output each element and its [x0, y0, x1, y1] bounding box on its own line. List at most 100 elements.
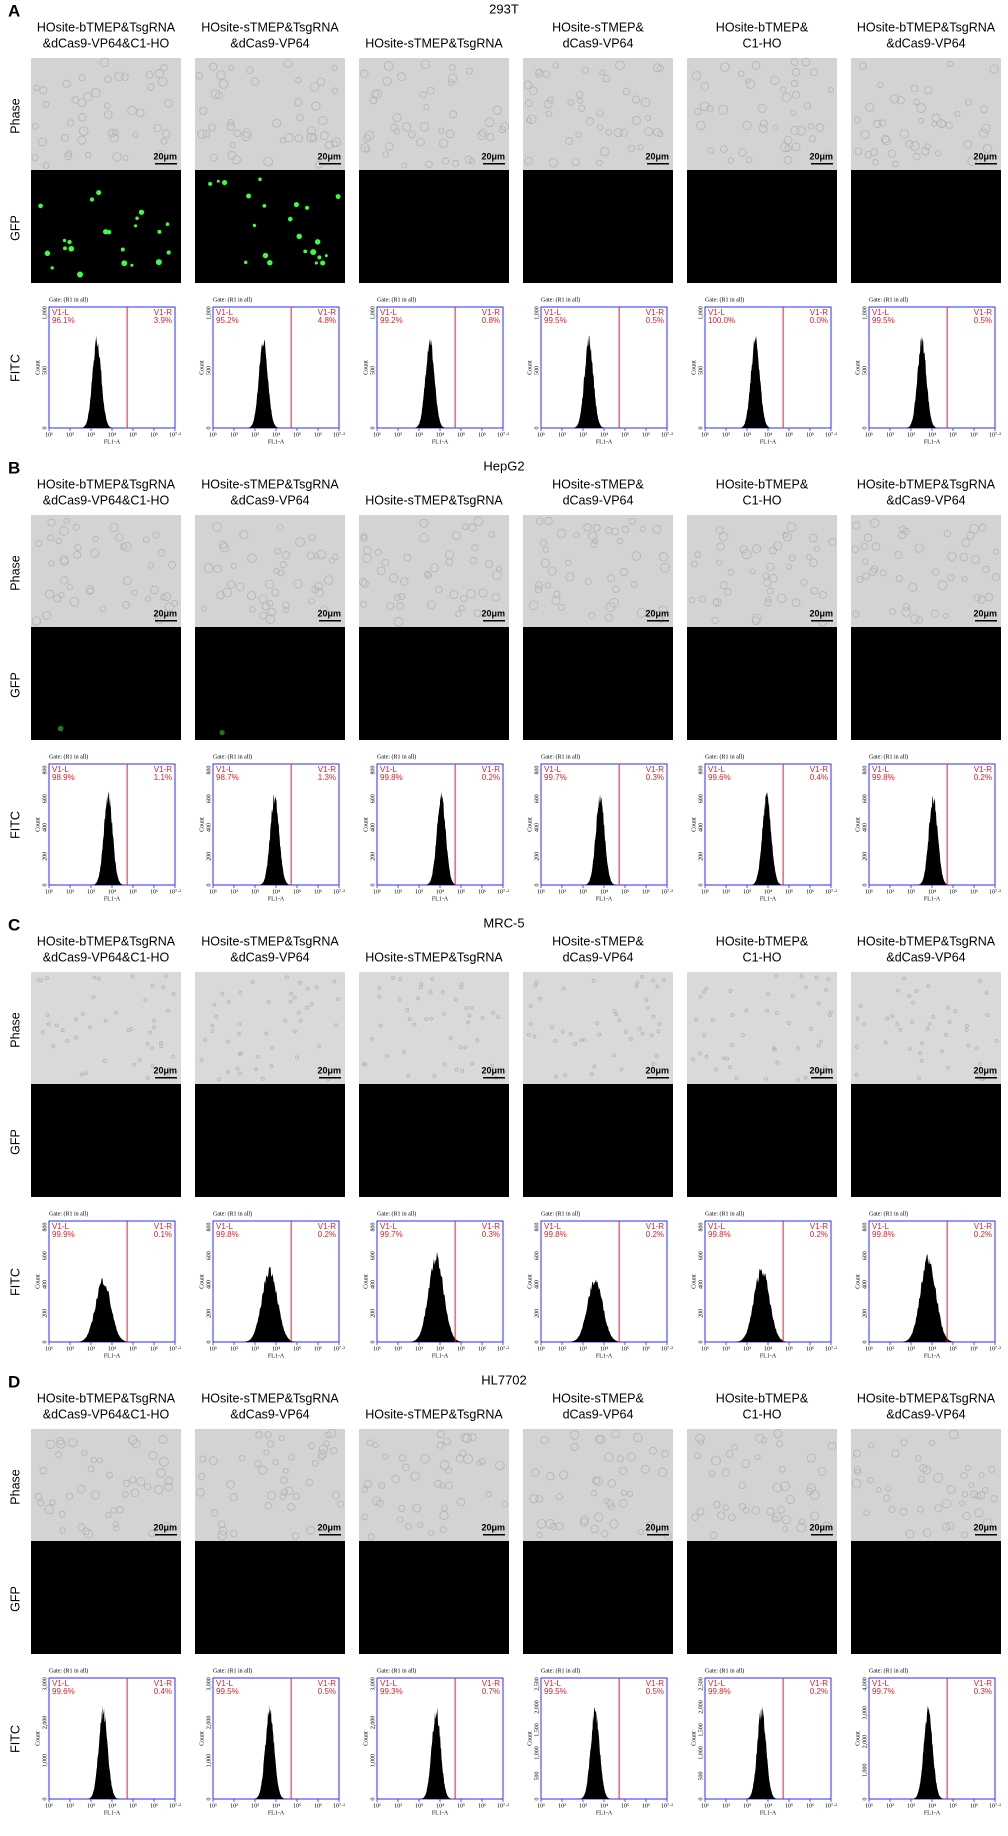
- histogram: [92, 791, 124, 885]
- cell: [132, 1062, 136, 1067]
- cell: [402, 1463, 410, 1471]
- x-tick-label: 10⁶: [150, 1803, 158, 1809]
- x-tick-label: 10⁴: [928, 1803, 936, 1809]
- cell: [241, 131, 251, 142]
- x-tick-label: 10⁴: [108, 1803, 116, 1809]
- cell: [129, 1476, 137, 1484]
- gfp-image: [523, 1541, 673, 1654]
- cell: [713, 1500, 721, 1509]
- x-tick-label: 10¹: [537, 1803, 545, 1809]
- cell: [817, 1467, 827, 1476]
- cell: [145, 596, 152, 602]
- cell: [203, 563, 214, 573]
- y-tick-label: 0: [698, 427, 704, 430]
- cell: [31, 616, 41, 626]
- y-tick-label: 1,500: [534, 1723, 540, 1737]
- cell: [157, 76, 168, 87]
- cell: [143, 998, 148, 1002]
- y-tick-label: 800: [698, 766, 704, 775]
- y-tick-label: 2,500: [698, 1677, 704, 1691]
- cell: [584, 578, 592, 586]
- cell: [863, 1509, 870, 1516]
- phase-image: [359, 972, 509, 1084]
- cell: [885, 1016, 889, 1021]
- x-axis-title: FL1-A: [924, 1810, 941, 1816]
- cell: [827, 87, 834, 94]
- cell: [73, 1035, 78, 1040]
- cell: [742, 120, 752, 131]
- cell: [199, 1057, 204, 1062]
- cell: [76, 1484, 86, 1494]
- histogram: [414, 338, 446, 428]
- gfp-cell: [121, 260, 128, 267]
- cell: [305, 986, 310, 991]
- x-tick-label: 10⁵: [293, 889, 301, 895]
- cell: [992, 1071, 997, 1076]
- cell: [282, 606, 289, 614]
- cell: [410, 1471, 420, 1481]
- cell: [55, 1451, 62, 1458]
- cell: [991, 573, 1000, 582]
- scale-bar-line: [319, 620, 341, 622]
- cell: [155, 69, 165, 79]
- cell: [159, 1456, 169, 1467]
- cell: [774, 1011, 779, 1015]
- cell: [555, 1522, 564, 1531]
- gate-right-value: 0.2%: [318, 1230, 336, 1239]
- cell: [166, 1067, 171, 1072]
- gfp-cell: [262, 204, 267, 208]
- cell: [691, 1057, 695, 1062]
- x-tick-label: 10⁶: [150, 432, 158, 438]
- x-tick-label: 10²: [394, 432, 402, 438]
- cell: [709, 1531, 718, 1540]
- gfp-cell: [44, 250, 51, 257]
- gate-left-name: V1-L: [872, 765, 889, 774]
- gate-title: Gate: (R1 in all): [705, 296, 744, 303]
- cell: [56, 1437, 65, 1446]
- cell: [308, 597, 315, 605]
- cell: [854, 1044, 859, 1049]
- row-label: Phase: [8, 1012, 22, 1047]
- x-tick-label: 10³: [579, 889, 587, 895]
- cell: [143, 536, 150, 543]
- cell: [78, 113, 87, 122]
- cell: [53, 594, 62, 603]
- cell: [911, 1000, 916, 1005]
- y-tick-label: 400: [534, 823, 540, 832]
- gate-left-name: V1-L: [708, 765, 725, 774]
- y-tick-label: 200: [206, 1309, 212, 1318]
- cell: [311, 585, 320, 594]
- gfp-cell: [324, 254, 328, 258]
- cell: [327, 1428, 337, 1438]
- cell: [391, 976, 396, 980]
- x-tick-label: 10¹: [537, 432, 545, 438]
- cell: [898, 1027, 903, 1032]
- x-axis-title: FL1-A: [760, 1353, 777, 1359]
- cell: [699, 101, 710, 112]
- cell: [419, 122, 430, 132]
- cell: [215, 91, 223, 100]
- cell: [305, 1478, 314, 1487]
- cell: [309, 82, 320, 92]
- gate-left-value: 99.6%: [52, 1687, 75, 1696]
- cell: [425, 572, 432, 580]
- cell: [145, 70, 154, 79]
- y-axis-title: Count: [527, 1274, 533, 1289]
- y-tick-label: 400: [42, 823, 48, 832]
- y-axis-title: Count: [527, 360, 533, 375]
- cell: [325, 1431, 332, 1439]
- gfp-cell: [133, 224, 138, 228]
- cell: [927, 1022, 932, 1026]
- panel: D HL7702PhaseGFPFITCHOsite-bTMEP&TsgRNA&d…: [8, 1372, 1001, 1816]
- cell: [402, 122, 412, 132]
- cell: [945, 1005, 950, 1010]
- cell: [871, 542, 881, 551]
- histogram: [746, 1706, 778, 1799]
- cell: [478, 1457, 486, 1465]
- x-tick-label: 10¹: [865, 1803, 873, 1809]
- gate-left-value: 98.9%: [52, 773, 75, 782]
- cell: [918, 117, 924, 124]
- cell: [239, 530, 249, 540]
- cell: [924, 143, 931, 150]
- cell: [68, 1437, 78, 1448]
